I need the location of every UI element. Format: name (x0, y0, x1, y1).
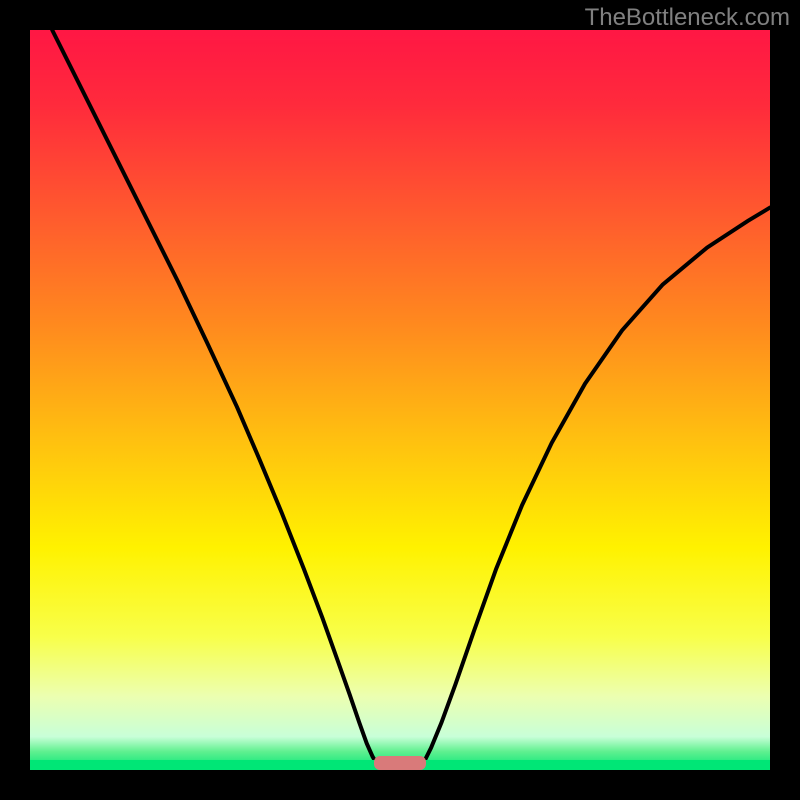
bottleneck-marker (374, 756, 426, 770)
frame-right (770, 0, 800, 800)
gradient-background (30, 30, 770, 770)
frame-bottom (0, 770, 800, 800)
chart-svg (30, 30, 770, 770)
plot-area (30, 30, 770, 770)
watermark-text: TheBottleneck.com (585, 4, 790, 32)
frame-left (0, 0, 30, 800)
